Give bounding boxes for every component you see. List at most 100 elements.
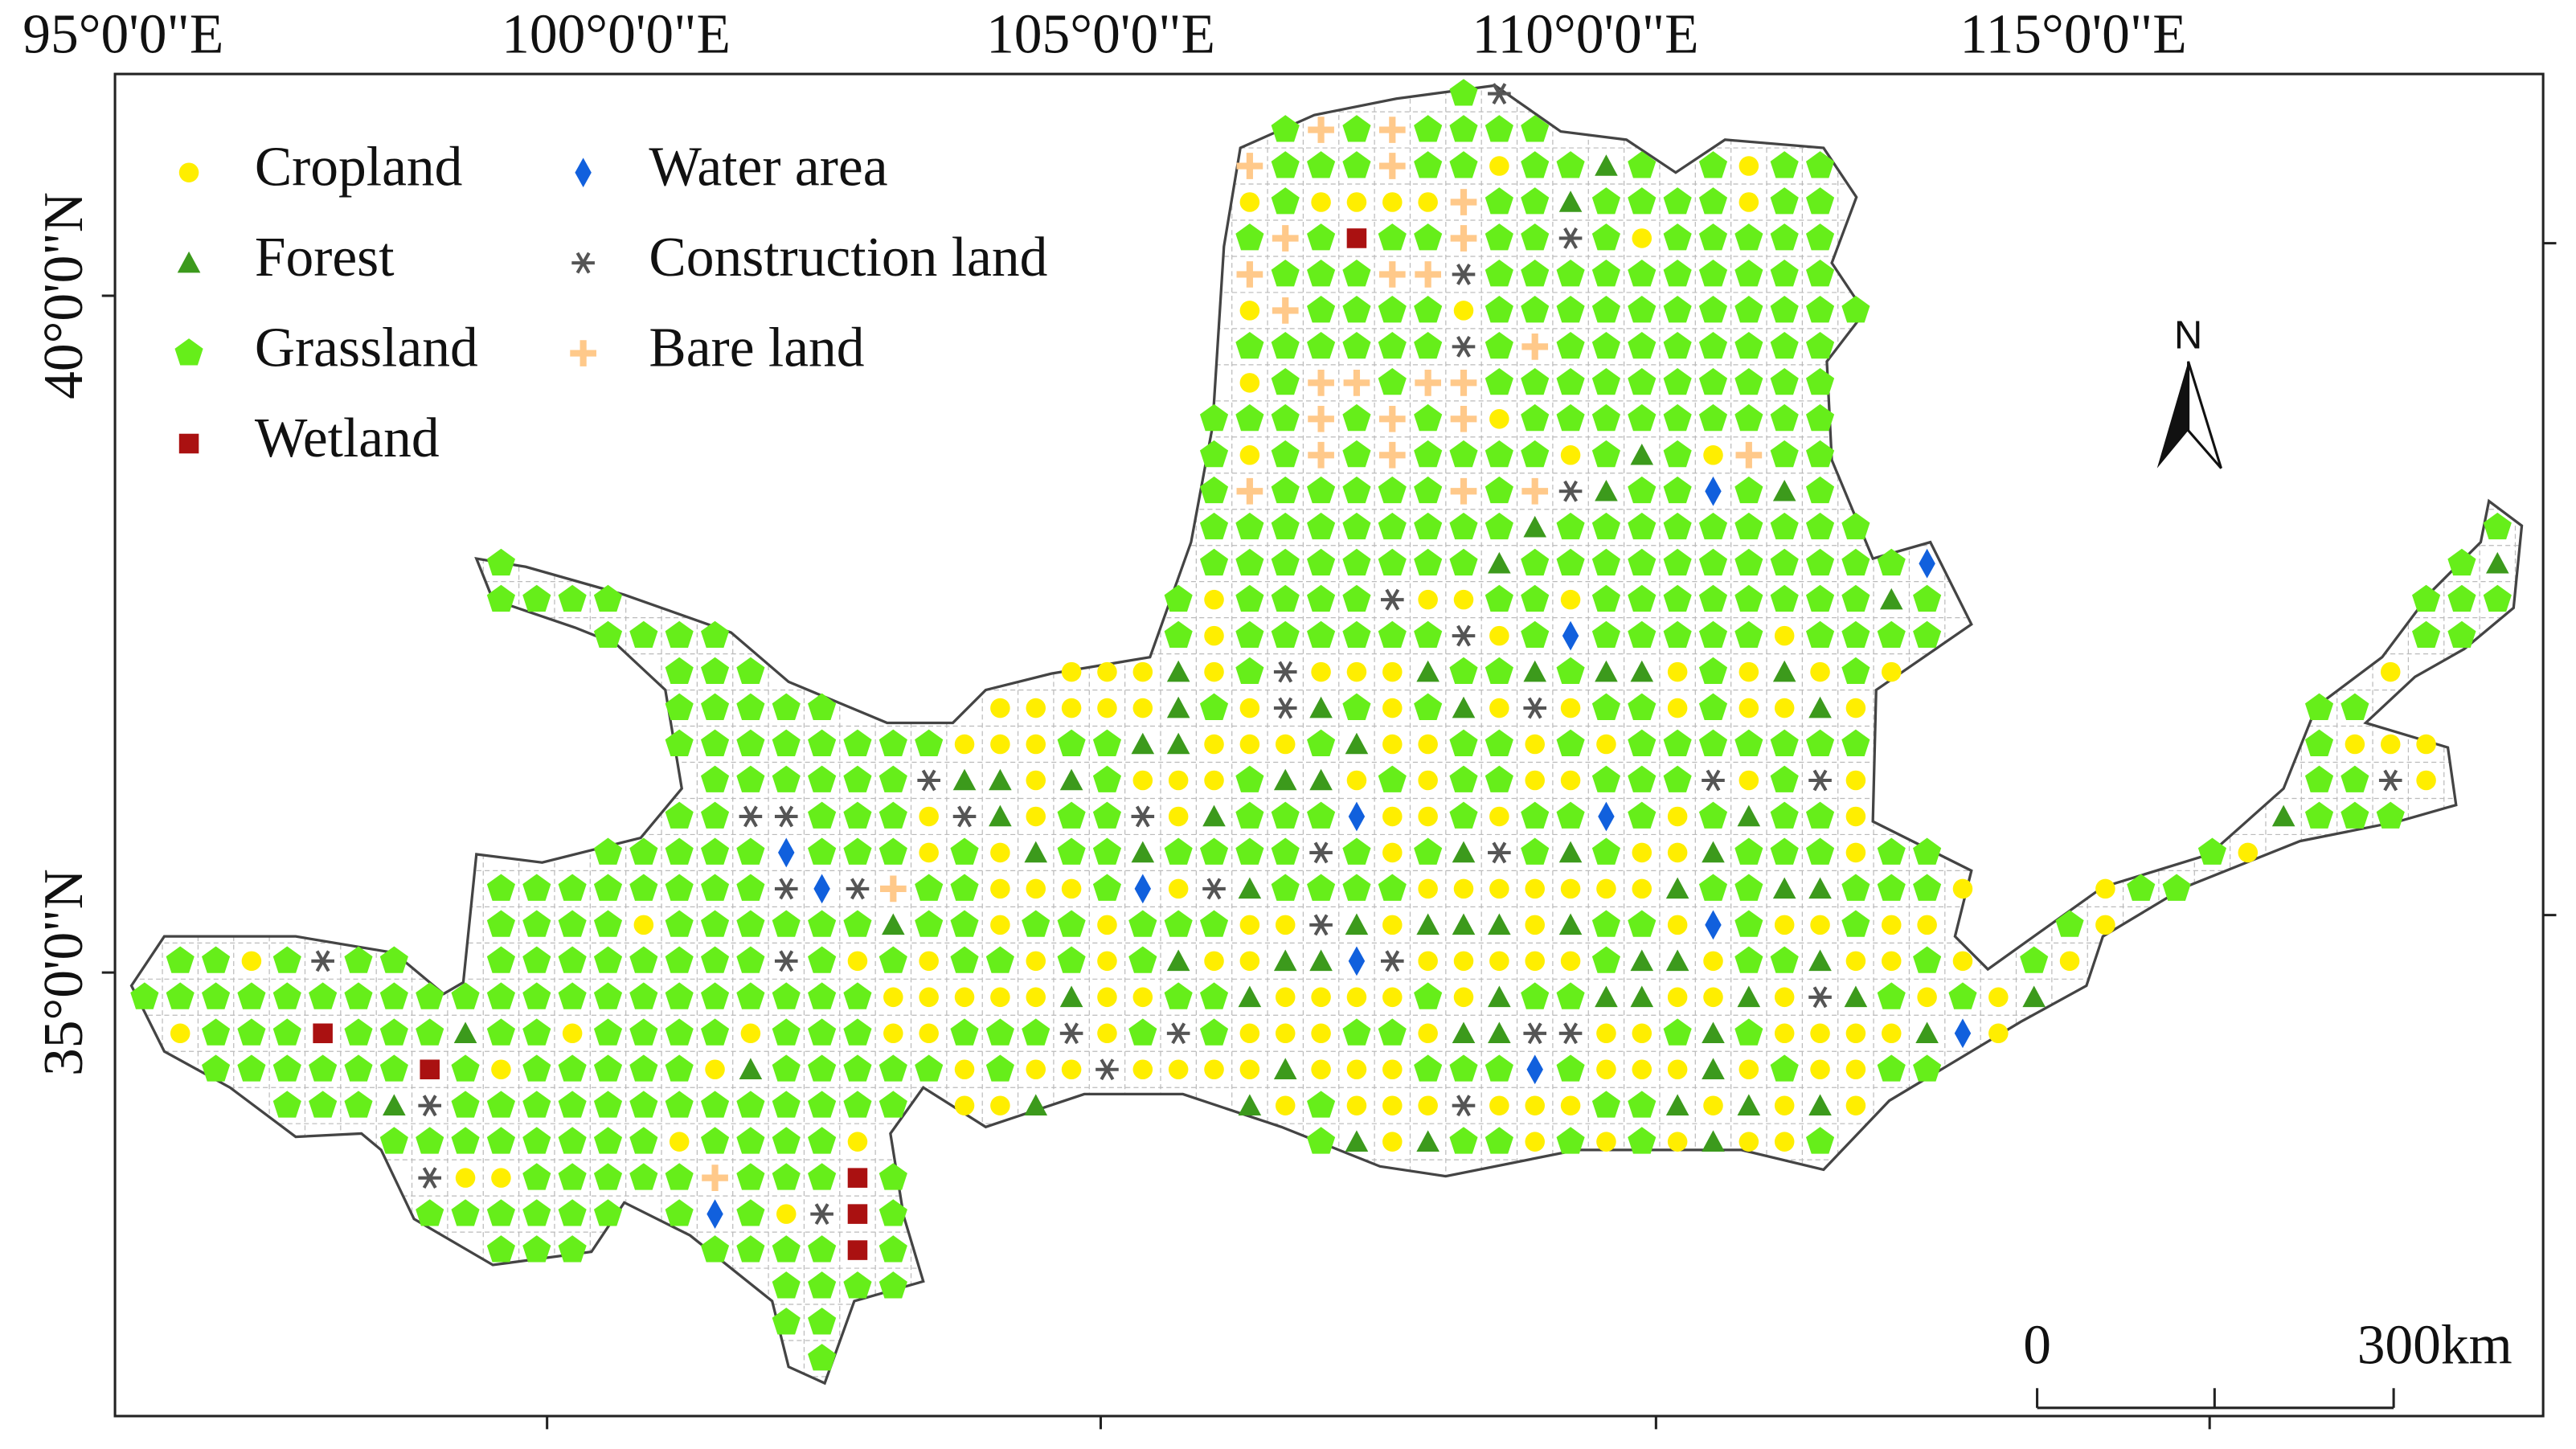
asterisk-stroke bbox=[1206, 878, 1222, 900]
grassland-point bbox=[1271, 187, 1300, 215]
cropland-point bbox=[1667, 1132, 1688, 1152]
grassland-point bbox=[1877, 982, 1906, 1009]
asterisk-stroke bbox=[1456, 335, 1471, 358]
grassland-point bbox=[1378, 1018, 1407, 1046]
grassland-point bbox=[843, 910, 872, 937]
grassland-point bbox=[1307, 548, 1336, 576]
cropland-point bbox=[1026, 1059, 1046, 1080]
grassland-point bbox=[736, 1235, 765, 1263]
grassland-point bbox=[1235, 657, 1264, 685]
cropland-point bbox=[1026, 878, 1046, 899]
grassland-point bbox=[1164, 620, 1193, 649]
grassland-point bbox=[950, 946, 979, 973]
cropland-point bbox=[1845, 1023, 1866, 1044]
cropland-point bbox=[1168, 878, 1189, 899]
cropland-point bbox=[455, 1168, 476, 1188]
grassland-point bbox=[558, 1091, 587, 1118]
grassland-point bbox=[1628, 1127, 1657, 1154]
wetland-point bbox=[847, 1204, 868, 1224]
grassland-point bbox=[700, 801, 730, 829]
cropland-point bbox=[1667, 698, 1688, 718]
cropland-point bbox=[1382, 1095, 1403, 1115]
grassland-point bbox=[1591, 548, 1621, 576]
grassland-point bbox=[2304, 729, 2334, 756]
grassland-point bbox=[416, 1018, 444, 1046]
grassland-point bbox=[486, 1235, 515, 1263]
grassland-point bbox=[772, 910, 801, 937]
forest-point bbox=[739, 1058, 763, 1080]
cropland-point bbox=[1489, 806, 1509, 827]
grassland-point bbox=[486, 910, 515, 937]
grassland-point bbox=[1734, 837, 1763, 865]
cropland-point bbox=[1453, 878, 1474, 899]
grassland-point bbox=[1663, 584, 1692, 612]
cropland-point bbox=[491, 1168, 511, 1188]
forest-point bbox=[1488, 551, 1511, 574]
construction-point bbox=[1808, 986, 1832, 1009]
asterisk-stroke bbox=[1812, 769, 1828, 792]
cropland-point bbox=[1026, 734, 1046, 755]
grassland-point bbox=[1235, 223, 1264, 251]
lat-label: 35°0'0"N bbox=[33, 869, 95, 1076]
grassland-point bbox=[1663, 620, 1692, 649]
north-label: N bbox=[2174, 313, 2202, 357]
grassland-point bbox=[843, 1018, 872, 1046]
grassland-point bbox=[1235, 584, 1264, 612]
grassland-point bbox=[736, 1127, 765, 1154]
grassland-point bbox=[1698, 367, 1728, 395]
bare-point bbox=[1378, 153, 1406, 179]
scale-start: 0 bbox=[2023, 1315, 2051, 1377]
grassland-point bbox=[878, 1199, 907, 1226]
forest-point bbox=[1702, 1021, 1725, 1044]
asterisk-stroke bbox=[1456, 264, 1471, 285]
grassland-point bbox=[1271, 440, 1300, 468]
grassland-point bbox=[1307, 1127, 1336, 1154]
grassland-point bbox=[808, 1054, 837, 1082]
grassland-point bbox=[1521, 151, 1550, 178]
construction-point bbox=[846, 878, 870, 900]
bare-point bbox=[1343, 369, 1370, 396]
forest-point bbox=[882, 913, 905, 935]
forest-point bbox=[383, 1094, 406, 1115]
construction-point bbox=[1452, 335, 1476, 358]
bare-point bbox=[702, 1165, 728, 1191]
grassland-point bbox=[237, 1054, 266, 1082]
cropland-point bbox=[1845, 770, 1866, 791]
grassland-point bbox=[665, 729, 694, 756]
grassland-point bbox=[1271, 260, 1300, 287]
cropland-point bbox=[1382, 1059, 1403, 1080]
asterisk-stroke bbox=[422, 1095, 437, 1117]
grassland-point bbox=[1235, 331, 1264, 359]
construction-point bbox=[1059, 1022, 1083, 1045]
legend: Cropland Forest Grassland Wetland Water … bbox=[174, 137, 1047, 469]
grassland-point bbox=[1628, 476, 1657, 504]
bare-point bbox=[1378, 405, 1406, 432]
cropland-point bbox=[1845, 1059, 1866, 1080]
grassland-point bbox=[379, 1054, 408, 1082]
grassland-point bbox=[1271, 584, 1300, 612]
grassland-point bbox=[486, 548, 515, 576]
grassland-point bbox=[1628, 403, 1657, 432]
forest-point bbox=[1238, 877, 1262, 899]
construction-point bbox=[774, 878, 798, 900]
grassland-point bbox=[166, 982, 195, 1009]
grassland-point bbox=[202, 1018, 231, 1046]
cropland-point bbox=[1097, 915, 1117, 935]
cropland-point bbox=[1097, 951, 1117, 972]
grassland-point bbox=[1521, 801, 1550, 829]
grassland-point bbox=[1235, 512, 1264, 540]
cropland-point bbox=[1845, 842, 1866, 863]
asterisk-stroke bbox=[1563, 480, 1578, 502]
grassland-point bbox=[772, 1018, 801, 1046]
cropland-point bbox=[1738, 770, 1759, 791]
grassland-point bbox=[1164, 584, 1193, 612]
cropland-point bbox=[1204, 625, 1224, 646]
grassland-point bbox=[451, 1054, 480, 1082]
grassland-point bbox=[1805, 512, 1835, 540]
forest-point bbox=[177, 251, 201, 273]
cropland-point bbox=[1239, 373, 1260, 393]
grassland-point bbox=[1342, 331, 1371, 359]
cropland-point bbox=[1881, 915, 1902, 935]
bare-point bbox=[1272, 225, 1299, 252]
cropland-point bbox=[1311, 1059, 1331, 1080]
